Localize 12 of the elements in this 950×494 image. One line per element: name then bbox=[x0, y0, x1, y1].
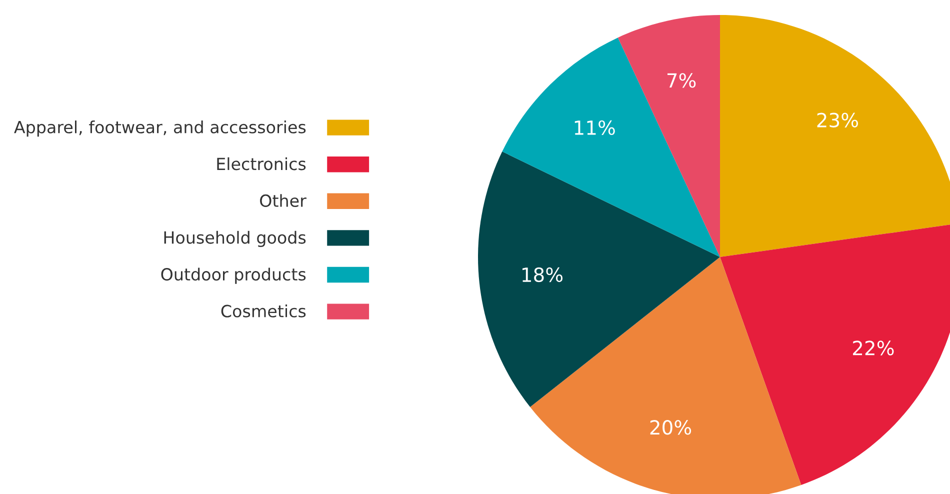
legend-label: Cosmetics bbox=[221, 304, 306, 318]
data-label: 11% bbox=[574, 120, 615, 136]
data-label: 23% bbox=[817, 112, 858, 128]
data-label: 20% bbox=[650, 420, 692, 435]
legend-label: Outdoor products bbox=[161, 268, 306, 284]
data-label: 7% bbox=[667, 73, 696, 88]
data-label: 22% bbox=[853, 340, 894, 356]
legend-label: Apparel, footwear, and accessories bbox=[14, 120, 306, 137]
data-label: 18% bbox=[522, 267, 563, 282]
legend-label: Other bbox=[260, 194, 306, 208]
legend-label: Electronics bbox=[217, 157, 306, 170]
legend-label: Household goods bbox=[164, 230, 306, 248]
